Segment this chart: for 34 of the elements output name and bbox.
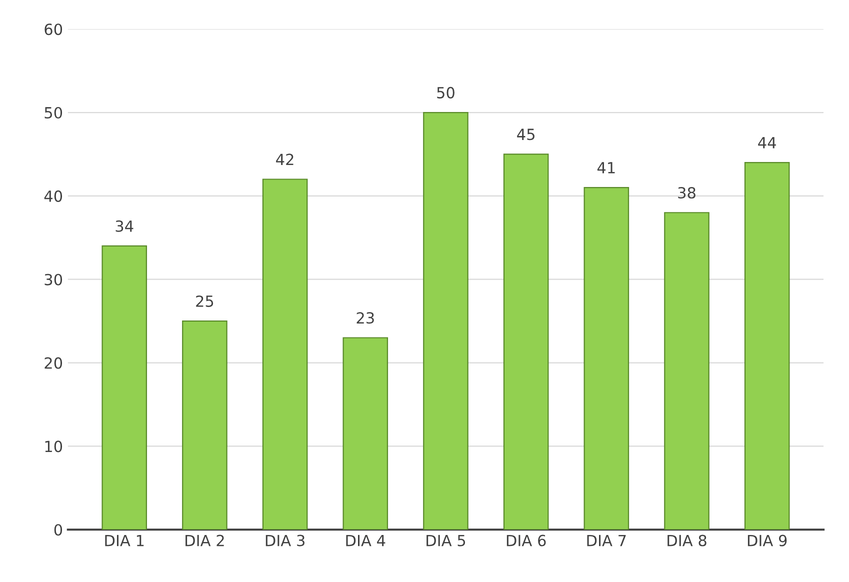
data-label: 41: [597, 162, 615, 174]
y-tick-label: 30: [44, 274, 62, 286]
bar: [423, 112, 468, 530]
y-tick-label: 20: [44, 357, 62, 369]
y-tick-label: 10: [45, 440, 62, 452]
data-label: 25: [196, 295, 214, 307]
x-tick-label: DIA 5: [426, 534, 466, 546]
x-tick-label: DIA 6: [506, 534, 546, 546]
bar: [503, 154, 549, 530]
y-tick-label: 40: [44, 190, 62, 202]
data-label: 42: [276, 154, 294, 165]
x-tick-label: DIA 7: [587, 534, 626, 546]
x-tick-label: DIA 9: [748, 534, 787, 546]
bar: [744, 162, 790, 530]
data-label: 34: [116, 220, 134, 232]
bar: [182, 320, 228, 530]
data-label: 44: [758, 137, 776, 148]
bar: [584, 187, 630, 530]
x-tick-label: DIA 3: [266, 534, 304, 546]
data-label: 23: [356, 312, 374, 324]
data-label: 50: [437, 86, 454, 98]
bar: [342, 337, 388, 530]
y-tick-label: 60: [44, 24, 62, 36]
data-label: 38: [678, 186, 696, 199]
x-tick-label: DIA 8: [668, 534, 706, 546]
bar: [664, 212, 710, 530]
x-tick-label: DIA 1: [105, 534, 144, 546]
x-tick-label: DIA 4: [346, 534, 386, 546]
y-tick-label: 50: [44, 106, 62, 119]
bar: [262, 178, 308, 530]
data-label: 45: [517, 128, 534, 140]
bar: [102, 245, 148, 530]
x-tick-label: DIA 2: [186, 534, 224, 546]
y-tick-label: 0: [54, 524, 62, 536]
